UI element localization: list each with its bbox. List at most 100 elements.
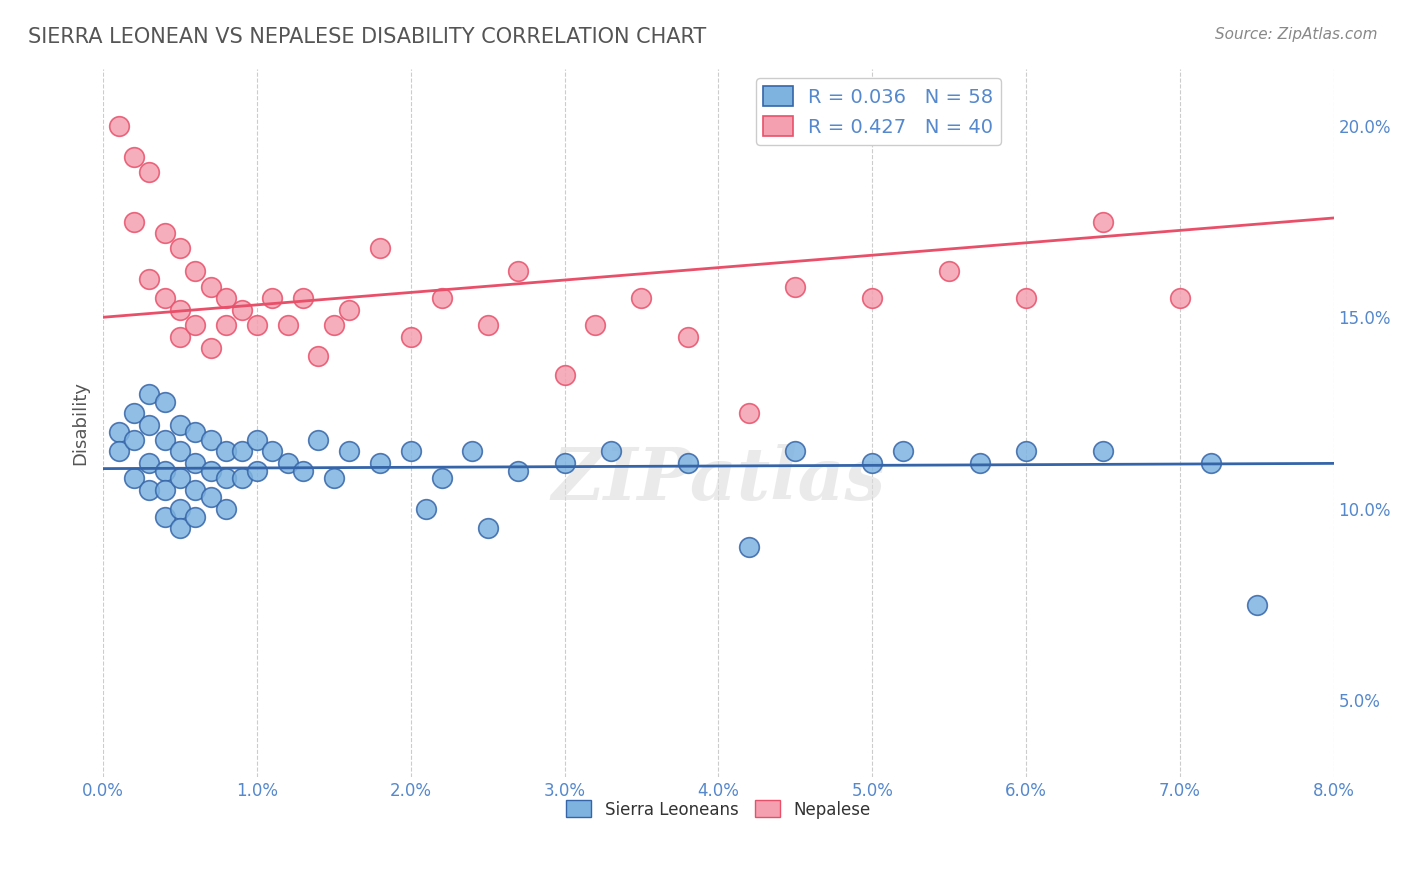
Point [1015,291,1038,305]
Point [200,341,222,355]
Point [107,425,129,440]
Point [138,417,160,432]
Point [860,291,883,305]
Point [184,483,207,497]
Point [292,464,315,478]
Point [738,406,761,420]
Point [169,329,191,343]
Point [1091,444,1114,458]
Point [107,444,129,458]
Text: Source: ZipAtlas.com: Source: ZipAtlas.com [1215,27,1378,42]
Point [138,165,160,179]
Point [292,291,315,305]
Point [215,444,238,458]
Point [246,464,269,478]
Point [430,471,453,485]
Point [231,471,253,485]
Text: SIERRA LEONEAN VS NEPALESE DISABILITY CORRELATION CHART: SIERRA LEONEAN VS NEPALESE DISABILITY CO… [28,27,706,46]
Point [138,272,160,286]
Point [308,433,330,447]
Point [215,291,238,305]
Point [938,264,960,278]
Point [1199,456,1222,470]
Point [138,456,160,470]
Point [169,471,191,485]
Point [184,425,207,440]
Point [153,291,176,305]
Legend: Sierra Leoneans, Nepalese: Sierra Leoneans, Nepalese [560,794,877,825]
Point [1168,291,1191,305]
Point [554,456,576,470]
Point [785,279,807,293]
Point [122,215,145,229]
Point [337,444,360,458]
Point [231,444,253,458]
Point [630,291,652,305]
Point [122,471,145,485]
Point [122,150,145,164]
Point [554,368,576,382]
Point [122,433,145,447]
Point [415,501,437,516]
Point [169,501,191,516]
Point [322,318,344,332]
Point [676,456,699,470]
Point [277,318,299,332]
Point [1091,215,1114,229]
Point [461,444,484,458]
Point [153,483,176,497]
Point [153,433,176,447]
Point [169,521,191,535]
Point [215,318,238,332]
Point [399,329,422,343]
Point [308,349,330,363]
Point [262,291,284,305]
Point [891,444,914,458]
Point [246,318,269,332]
Point [200,279,222,293]
Point [200,433,222,447]
Point [969,456,991,470]
Point [430,291,453,305]
Point [1015,444,1038,458]
Point [599,444,621,458]
Point [399,444,422,458]
Point [184,509,207,524]
Point [122,406,145,420]
Point [738,540,761,554]
Point [277,456,299,470]
Point [785,444,807,458]
Point [508,464,530,478]
Point [184,318,207,332]
Point [153,464,176,478]
Point [508,264,530,278]
Point [184,456,207,470]
Point [215,501,238,516]
Point [368,456,391,470]
Point [246,433,269,447]
Y-axis label: Disability: Disability [72,381,89,465]
Point [153,509,176,524]
Point [477,521,499,535]
Point [138,387,160,401]
Point [583,318,606,332]
Point [231,302,253,317]
Point [184,264,207,278]
Point [337,302,360,317]
Text: ZIPatlas: ZIPatlas [551,444,886,515]
Point [322,471,344,485]
Point [477,318,499,332]
Point [169,417,191,432]
Point [215,471,238,485]
Point [153,394,176,409]
Point [169,444,191,458]
Point [200,464,222,478]
Point [200,491,222,505]
Point [368,242,391,256]
Point [169,302,191,317]
Point [860,456,883,470]
Point [262,444,284,458]
Point [138,483,160,497]
Point [1246,598,1268,612]
Point [107,119,129,133]
